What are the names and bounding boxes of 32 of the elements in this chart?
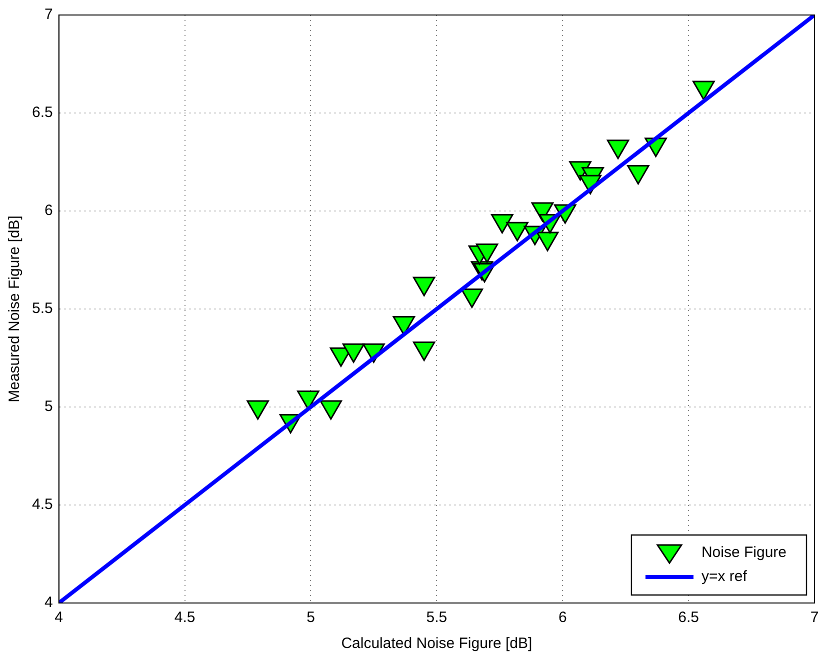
point [297, 390, 320, 410]
point [692, 80, 715, 100]
y-tick-label: 5 [44, 398, 53, 416]
point [491, 214, 514, 234]
x-axis-title: Calculated Noise Figure [dB] [341, 635, 532, 652]
point [246, 400, 269, 420]
point [506, 222, 528, 242]
x-tick-label: 6.5 [678, 609, 699, 626]
point [606, 140, 630, 160]
x-tick-label: 4.5 [174, 609, 196, 626]
y-tick-label: 5.5 [32, 300, 53, 318]
x-tick-label: 5 [306, 609, 315, 626]
legend-label: y=x ref [701, 568, 748, 586]
point [342, 343, 365, 363]
point [627, 165, 650, 185]
point [412, 276, 436, 296]
y-tick-label: 4 [44, 594, 53, 612]
y-tick-label: 6.5 [32, 104, 53, 122]
x-tick-label: 7 [810, 609, 819, 626]
x-tick-label: 5.5 [426, 609, 448, 626]
point [476, 243, 498, 263]
point [412, 341, 436, 361]
point [460, 288, 484, 308]
point [536, 232, 559, 252]
point [320, 400, 342, 420]
x-tick-label: 6 [558, 609, 567, 626]
y-axis-title: Measured Noise Figure [dB] [6, 216, 24, 402]
y-tick-label: 6 [44, 202, 53, 220]
y-tick-label: 4.5 [32, 496, 53, 514]
legend-label: Noise Figure [701, 544, 787, 562]
point [392, 316, 416, 336]
y-tick-label: 7 [44, 6, 53, 24]
